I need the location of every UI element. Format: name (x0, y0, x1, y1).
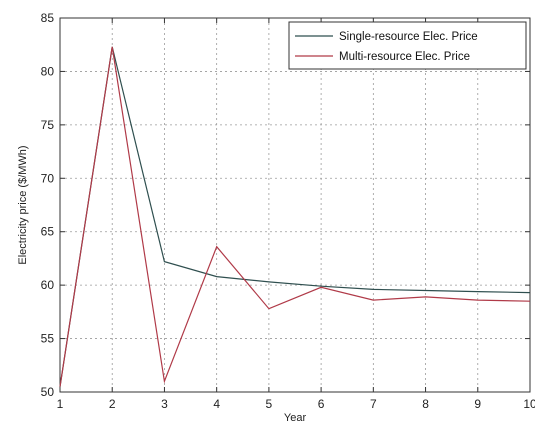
series-line-single-resource (59, 46, 531, 387)
y-tick-label: 65 (41, 225, 55, 239)
plot-area (59, 17, 531, 393)
series-layer (59, 46, 531, 387)
y-tick-label: 70 (41, 171, 55, 185)
x-axis-label: Year (284, 412, 307, 424)
x-tick-label: 4 (213, 397, 220, 411)
legend-label-multi-resource: Multi-resource Elec. Price (339, 51, 470, 63)
x-tick-label: 9 (474, 397, 481, 411)
axis-ticks: 1 2 3 4 5 6 7 8 9 10 50 55 60 65 70 75 80 85 (41, 11, 535, 411)
x-tick-label: 10 (523, 397, 535, 411)
grid (60, 18, 530, 392)
x-tick-label: 5 (266, 397, 273, 411)
y-tick-label: 60 (41, 278, 55, 292)
x-tick-label: 7 (370, 397, 377, 411)
x-tick-label: 1 (57, 397, 64, 411)
legend-label-single-resource: Single-resource Elec. Price (339, 31, 478, 43)
x-tick-label: 2 (109, 397, 116, 411)
x-tick-label: 6 (318, 397, 325, 411)
x-tick-label: 8 (422, 397, 429, 411)
y-tick-label: 55 (41, 332, 55, 346)
y-tick-label: 85 (41, 11, 55, 25)
y-tick-label: 80 (41, 64, 55, 78)
x-tick-label: 3 (161, 397, 168, 411)
y-tick-label: 50 (41, 385, 55, 399)
series-line-multi-resource (59, 46, 531, 387)
legend-box (288, 21, 527, 70)
y-tick-label: 75 (41, 118, 55, 132)
legend: Single-resource Elec. Price Multi-resour… (288, 21, 527, 70)
y-axis-label: Electricity price ($/MWh) (17, 145, 29, 264)
